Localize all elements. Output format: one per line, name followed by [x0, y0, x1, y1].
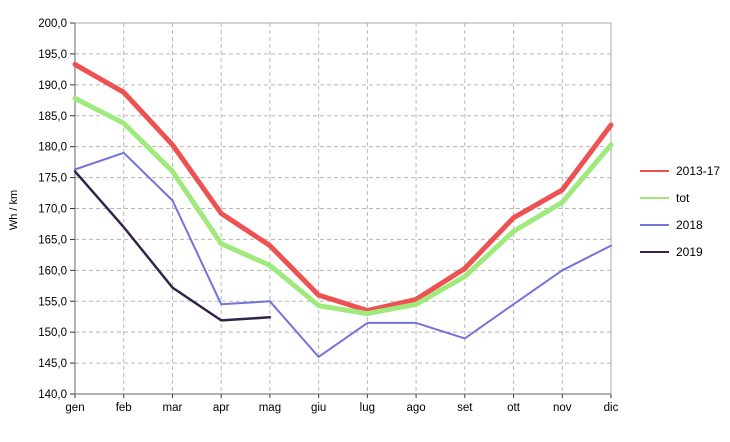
x-tick-label: mag: [259, 402, 281, 414]
legend-label: tot: [676, 190, 690, 205]
legend: 2013-17 tot 2018 2019: [640, 157, 730, 265]
x-tick-label: feb: [116, 402, 132, 414]
legend-label: 2013-17: [676, 163, 721, 178]
y-tick-label: 160,0: [38, 265, 67, 277]
y-tick-label: 155,0: [38, 296, 67, 308]
y-tick-label: 185,0: [38, 111, 67, 123]
x-tick-label: mar: [163, 402, 183, 414]
y-tick-label: 165,0: [38, 234, 67, 246]
x-tick-label: lug: [360, 402, 375, 414]
legend-item-2018: 2018: [640, 211, 730, 238]
x-tick-label: giu: [311, 402, 326, 414]
y-tick-label: 195,0: [38, 49, 67, 61]
y-tick-label: 175,0: [38, 173, 67, 185]
legend-item-tot: tot: [640, 184, 730, 211]
series-line-2019: [73, 170, 272, 322]
legend-item-2013-17: 2013-17: [640, 157, 730, 184]
x-tick-label: dic: [604, 402, 619, 414]
legend-label: 2018: [676, 217, 703, 232]
x-tick-label: apr: [213, 402, 230, 414]
y-tick-label: 140,0: [38, 389, 67, 401]
x-tick-label: ago: [406, 402, 425, 414]
y-tick-label: 190,0: [38, 80, 67, 92]
x-tick-label: ott: [507, 402, 521, 414]
legend-label: 2019: [676, 244, 703, 259]
series-line-2013-17: [72, 61, 614, 313]
y-tick-label: 150,0: [38, 327, 67, 339]
x-tick-label: nov: [553, 402, 572, 414]
legend-swatch-line-icon: [640, 223, 669, 226]
x-tick-label: gen: [65, 402, 84, 414]
series-line-2018: [74, 151, 612, 358]
y-tick-label: 180,0: [38, 142, 67, 154]
series-line-tot: [72, 95, 614, 317]
y-tick-label: 145,0: [38, 358, 67, 370]
y-axis-title: Wh / km: [8, 189, 20, 231]
legend-item-2019: 2019: [640, 238, 730, 265]
x-tick-label: set: [457, 402, 473, 414]
legend-swatch-line-icon: [640, 169, 669, 172]
y-tick-label: 170,0: [38, 204, 67, 216]
legend-swatch-line-icon: [640, 250, 669, 253]
y-tick-label: 200,0: [38, 18, 67, 30]
legend-swatch-line-icon: [640, 196, 669, 199]
